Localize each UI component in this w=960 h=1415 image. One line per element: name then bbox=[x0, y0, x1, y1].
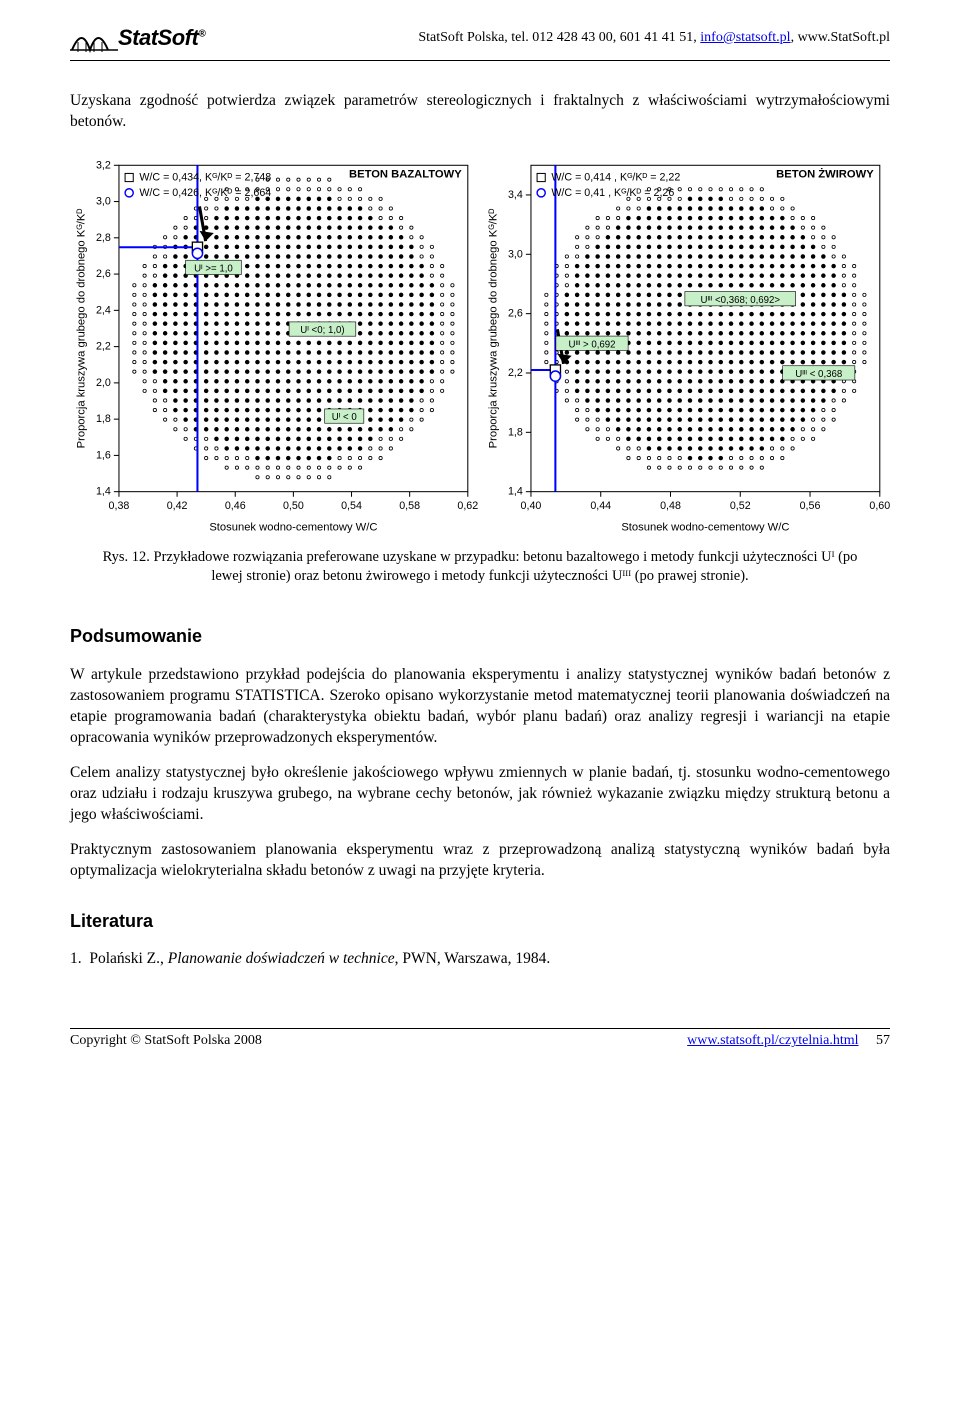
svg-text:Stosunek wodno-cementowy W/C: Stosunek wodno-cementowy W/C bbox=[209, 521, 377, 533]
header-contact: StatSoft Polska, tel. 012 428 43 00, 601… bbox=[418, 30, 890, 46]
svg-text:2,0: 2,0 bbox=[96, 377, 111, 389]
chart-right-wrap: 0,40 0,44 0,48 0,52 0,56 0,60 1,4 1,8 2,2 2,6 3,0 3… bbox=[482, 151, 890, 539]
svg-text:2,2: 2,2 bbox=[508, 367, 523, 379]
svg-text:W/C = 0,41 , Kᴳ/Kᴰ = 2,26: W/C = 0,41 , Kᴳ/Kᴰ = 2,26 bbox=[551, 187, 674, 199]
svg-text:0,56: 0,56 bbox=[800, 500, 821, 512]
page-header: StatSoft® StatSoft Polska, tel. 012 428 … bbox=[70, 20, 890, 61]
svg-text:0,52: 0,52 bbox=[730, 500, 751, 512]
svg-text:0,60: 0,60 bbox=[869, 500, 890, 512]
svg-text:0,48: 0,48 bbox=[660, 500, 681, 512]
statsoft-logo: StatSoft® bbox=[70, 20, 205, 56]
svg-text:0,54: 0,54 bbox=[341, 500, 362, 512]
svg-text:1,4: 1,4 bbox=[508, 486, 523, 498]
logo-text: StatSoft® bbox=[118, 25, 205, 51]
figure-caption: Rys. 12. Przykładowe rozwiązania prefero… bbox=[100, 548, 860, 586]
svg-text:3,2: 3,2 bbox=[96, 159, 111, 171]
svg-text:0,58: 0,58 bbox=[399, 500, 420, 512]
svg-text:Stosunek wodno-cementowy W/C: Stosunek wodno-cementowy W/C bbox=[621, 521, 789, 533]
svg-text:Uᴵᴵᴵ < 0,368: Uᴵᴵᴵ < 0,368 bbox=[795, 369, 842, 380]
svg-text:3,0: 3,0 bbox=[96, 195, 111, 207]
svg-text:2,2: 2,2 bbox=[96, 341, 111, 353]
svg-text:0,40: 0,40 bbox=[521, 500, 542, 512]
svg-text:1,4: 1,4 bbox=[96, 486, 111, 498]
svg-text:1,8: 1,8 bbox=[96, 413, 111, 425]
svg-text:Uᴵᴵᴵ > 0,692: Uᴵᴵᴵ > 0,692 bbox=[568, 339, 615, 350]
svg-text:0,42: 0,42 bbox=[167, 500, 188, 512]
summary-p3: Praktycznym zastosowaniem planowania eks… bbox=[70, 840, 890, 882]
section-summary-title: Podsumowanie bbox=[70, 626, 890, 647]
svg-text:3,4: 3,4 bbox=[508, 189, 523, 201]
statsoft-logo-icon bbox=[70, 20, 118, 56]
svg-text:Proporcja kruszywa grubego do: Proporcja kruszywa grubego do drobnego K… bbox=[75, 208, 87, 448]
summary-p2: Celem analizy statystycznej było określe… bbox=[70, 763, 890, 826]
svg-text:Uᴵ < 0: Uᴵ < 0 bbox=[332, 412, 357, 423]
svg-text:0,38: 0,38 bbox=[109, 500, 130, 512]
header-email-link[interactable]: info@statsoft.pl bbox=[700, 30, 790, 45]
footer-link[interactable]: www.statsoft.pl/czytelnia.html bbox=[687, 1033, 858, 1048]
svg-text:Uᴵ <0; 1,0): Uᴵ <0; 1,0) bbox=[300, 325, 344, 336]
svg-text:2,8: 2,8 bbox=[96, 232, 111, 244]
svg-text:W/C = 0,434, Kᴳ/Kᴰ = 2,748: W/C = 0,434, Kᴳ/Kᴰ = 2,748 bbox=[139, 171, 271, 183]
svg-text:0,44: 0,44 bbox=[590, 500, 611, 512]
svg-text:2,6: 2,6 bbox=[508, 308, 523, 320]
svg-text:3,0: 3,0 bbox=[508, 248, 523, 260]
svg-text:0,46: 0,46 bbox=[225, 500, 246, 512]
svg-text:W/C = 0,426, Kᴳ/Kᴰ = 2,664: W/C = 0,426, Kᴳ/Kᴰ = 2,664 bbox=[139, 187, 271, 199]
svg-text:BETON BAZALTOWY: BETON BAZALTOWY bbox=[349, 168, 462, 180]
chart-left: 0,38 0,42 0,46 0,50 0,54 0,58 0,62 1,4 1,6 1,8 2,0… bbox=[70, 151, 478, 539]
svg-text:0,62: 0,62 bbox=[457, 500, 478, 512]
footer-copyright: Copyright © StatSoft Polska 2008 bbox=[70, 1033, 262, 1049]
svg-text:1,6: 1,6 bbox=[96, 449, 111, 461]
chart-left-wrap: 0,38 0,42 0,46 0,50 0,54 0,58 0,62 1,4 1,6 1,8 2,0… bbox=[70, 151, 478, 539]
reference-1: 1. Polański Z., Planowanie doświadczeń w… bbox=[94, 950, 890, 968]
summary-p1: W artykule przedstawiono przykład podejś… bbox=[70, 665, 890, 749]
svg-text:2,6: 2,6 bbox=[96, 268, 111, 280]
svg-text:0,50: 0,50 bbox=[283, 500, 304, 512]
svg-text:Proporcja kruszywa grubego do: Proporcja kruszywa grubego do drobnego K… bbox=[487, 208, 499, 448]
charts-row: 0,38 0,42 0,46 0,50 0,54 0,58 0,62 1,4 1,6 1,8 2,0… bbox=[70, 151, 890, 539]
intro-paragraph: Uzyskana zgodność potwierdza związek par… bbox=[70, 91, 890, 133]
svg-text:2,4: 2,4 bbox=[96, 304, 111, 316]
section-literature-title: Literatura bbox=[70, 911, 890, 932]
svg-text:Uᴵᴵᴵ <0,368; 0,692>: Uᴵᴵᴵ <0,368; 0,692> bbox=[700, 295, 780, 306]
page-number: 57 bbox=[876, 1033, 890, 1048]
chart-right: 0,40 0,44 0,48 0,52 0,56 0,60 1,4 1,8 2,2 2,6 3,0 3… bbox=[482, 151, 890, 539]
svg-text:BETON ŻWIROWY: BETON ŻWIROWY bbox=[776, 167, 874, 180]
svg-text:Uᴵ >= 1,0: Uᴵ >= 1,0 bbox=[194, 263, 233, 274]
svg-text:1,8: 1,8 bbox=[508, 426, 523, 438]
svg-text:W/C = 0,414 , Kᴳ/Kᴰ = 2,22: W/C = 0,414 , Kᴳ/Kᴰ = 2,22 bbox=[551, 171, 680, 183]
page-footer: Copyright © StatSoft Polska 2008 www.sta… bbox=[70, 1028, 890, 1049]
